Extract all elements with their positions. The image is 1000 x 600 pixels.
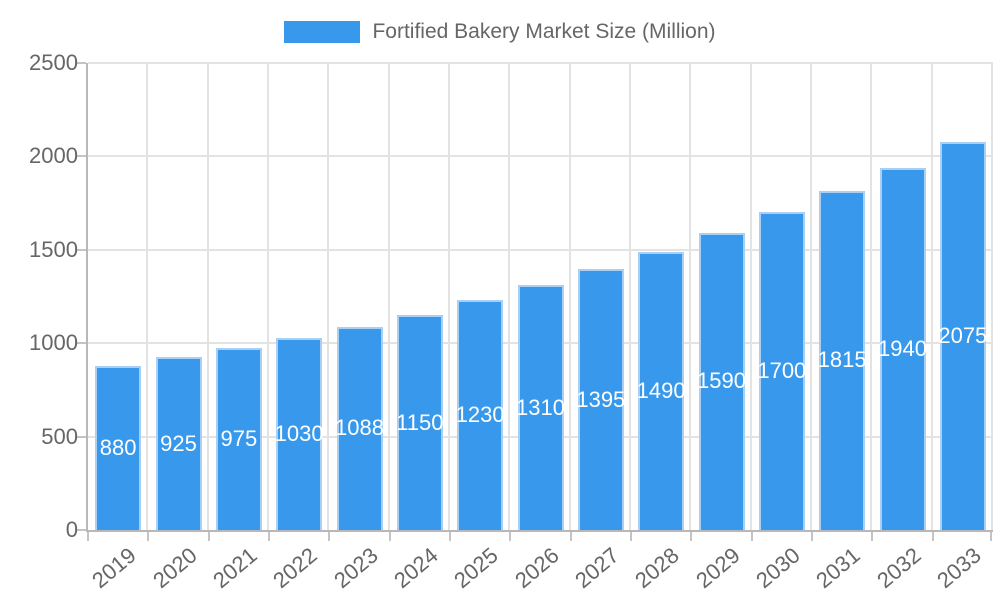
bar[interactable] xyxy=(457,300,504,530)
y-gridline xyxy=(88,155,993,158)
y-axis-tick-label: 1500 xyxy=(29,236,78,262)
bar[interactable] xyxy=(215,347,262,530)
bar-value-label: 925 xyxy=(160,430,197,456)
bar-value-label: 1088 xyxy=(335,415,384,441)
bar[interactable] xyxy=(577,269,624,530)
x-gridline xyxy=(930,63,933,530)
y-tick-mark xyxy=(77,529,86,531)
x-tick-mark xyxy=(569,532,572,541)
bar[interactable] xyxy=(819,190,866,530)
bar-value-label: 975 xyxy=(220,425,258,451)
bar[interactable] xyxy=(396,315,443,530)
bar[interactable] xyxy=(698,232,745,530)
bar-value-label: 1395 xyxy=(576,386,626,412)
x-axis-tick-label[interactable]: 2024 xyxy=(389,542,443,594)
y-axis-tick-label: 1000 xyxy=(29,330,78,356)
x-tick-mark xyxy=(328,532,331,541)
bar-value-label: 1310 xyxy=(516,394,565,420)
bar[interactable] xyxy=(758,212,805,530)
x-tick-mark xyxy=(87,532,89,541)
x-gridline xyxy=(206,63,209,530)
bar-value-label: 1590 xyxy=(697,368,746,394)
x-tick-mark xyxy=(388,532,391,541)
y-gridline xyxy=(88,248,993,251)
x-axis-line xyxy=(86,530,993,532)
bar-value-label: 1030 xyxy=(274,420,324,446)
y-axis-tick-label: 2000 xyxy=(29,143,78,169)
x-axis-tick-label[interactable]: 2025 xyxy=(449,542,503,594)
x-axis-tick-label[interactable]: 2031 xyxy=(811,542,865,594)
x-gridline xyxy=(870,63,873,530)
x-axis-tick-label[interactable]: 2032 xyxy=(871,542,926,594)
x-gridline xyxy=(689,63,692,530)
x-gridline xyxy=(146,63,149,530)
x-gridline xyxy=(508,63,511,530)
y-tick-mark xyxy=(77,62,86,64)
x-gridline xyxy=(749,63,752,530)
bar-value-label: 1940 xyxy=(878,335,927,361)
x-tick-mark xyxy=(630,532,632,541)
x-tick-mark xyxy=(931,532,934,541)
x-axis-tick-label[interactable]: 2028 xyxy=(630,542,684,594)
y-tick-mark xyxy=(77,342,86,345)
x-gridline xyxy=(629,63,631,530)
x-axis-tick-label[interactable]: 2033 xyxy=(932,542,986,594)
bar-value-label: 1490 xyxy=(636,377,686,403)
x-gridline xyxy=(991,63,993,530)
x-axis-tick-label[interactable]: 2021 xyxy=(208,542,262,594)
x-axis-tick-label[interactable]: 2019 xyxy=(87,542,141,594)
y-tick-mark xyxy=(77,155,86,158)
x-tick-mark xyxy=(449,532,451,541)
legend-label[interactable]: Fortified Bakery Market Size (Million) xyxy=(372,20,716,43)
x-axis-tick-label[interactable]: 2029 xyxy=(690,542,745,594)
y-axis-tick-label: 0 xyxy=(65,517,78,542)
x-gridline xyxy=(267,63,269,530)
x-tick-mark xyxy=(990,532,992,541)
bar-value-label: 1815 xyxy=(817,347,867,373)
x-tick-mark xyxy=(147,532,150,541)
y-tick-mark xyxy=(77,248,86,251)
x-tick-mark xyxy=(871,532,874,541)
y-gridline xyxy=(88,62,993,64)
bar[interactable] xyxy=(939,142,986,530)
x-axis-tick-label[interactable]: 2030 xyxy=(751,542,805,594)
x-tick-mark xyxy=(690,532,693,541)
legend-swatch-icon[interactable] xyxy=(284,21,361,43)
x-tick-mark xyxy=(268,532,270,541)
x-gridline xyxy=(387,63,390,530)
y-tick-mark xyxy=(77,435,86,438)
x-tick-mark xyxy=(750,532,753,541)
x-gridline xyxy=(448,63,450,530)
y-axis-tick-label: 500 xyxy=(41,423,78,449)
x-tick-mark xyxy=(811,532,813,541)
bar-value-label: 1700 xyxy=(757,358,807,384)
x-gridline xyxy=(810,63,812,530)
x-tick-mark xyxy=(509,532,512,541)
x-axis-tick-label[interactable]: 2022 xyxy=(268,542,322,594)
x-axis-tick-label[interactable]: 2023 xyxy=(328,542,383,594)
bar[interactable] xyxy=(638,251,685,530)
bar[interactable] xyxy=(517,285,564,530)
chart-legend: Fortified Bakery Market Size (Million) xyxy=(0,20,1000,44)
bar-value-label: 880 xyxy=(99,434,137,460)
bar[interactable] xyxy=(879,167,926,530)
x-tick-mark xyxy=(207,532,210,541)
x-axis-tick-label[interactable]: 2027 xyxy=(570,542,624,594)
bar-value-label: 2075 xyxy=(938,323,988,349)
plot-area: 0 500 1000 1500 2000 2500 880 2019 925 2020 975 202… xyxy=(29,52,993,593)
x-gridline xyxy=(327,63,330,530)
bar-value-label: 1150 xyxy=(396,409,444,435)
y-axis-tick-label: 2500 xyxy=(29,50,78,75)
bar[interactable] xyxy=(276,337,323,530)
bar-value-label: 1230 xyxy=(455,402,505,428)
x-axis-tick-label[interactable]: 2020 xyxy=(147,542,202,594)
y-axis-line xyxy=(86,63,88,532)
x-gridline xyxy=(568,63,571,530)
x-axis-tick-label[interactable]: 2026 xyxy=(509,542,564,594)
bar[interactable] xyxy=(336,326,383,530)
bar[interactable] xyxy=(95,365,142,530)
bar[interactable] xyxy=(155,357,202,530)
